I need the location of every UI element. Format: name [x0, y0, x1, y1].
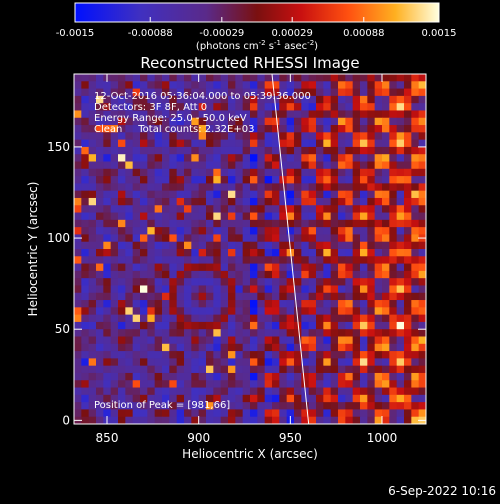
- plot-frame: [73, 73, 427, 425]
- colorbar-tick-label: -0.00088: [128, 28, 173, 39]
- annotation-counts: Clean Total counts: 2.32E+03: [94, 124, 254, 135]
- colorbar-tick-label: 0.0015: [422, 28, 457, 39]
- x-tick-label: 900: [187, 431, 210, 445]
- image-annotations: 12-Oct-2016 05:36:04.000 to 05:39:36.000…: [94, 91, 311, 411]
- colorbar-tick-label: 0.00088: [343, 28, 384, 39]
- y-tick-label: 100: [47, 231, 70, 245]
- annotation-time-range: 12-Oct-2016 05:36:04.000 to 05:39:36.000: [94, 91, 311, 102]
- colorbar-tick-label: -0.0015: [56, 28, 95, 39]
- colorbar-tick-label: 0.00029: [272, 28, 313, 39]
- annotation-energy: Energy Range: 25.0 - 50.0 keV: [94, 113, 247, 124]
- colorbar-frame: [74, 2, 440, 23]
- colorbar-units: (photons cm-2 s-1 asec-2): [196, 39, 318, 52]
- chart-title: Reconstructed RHESSI Image: [140, 54, 359, 72]
- footer-timestamp: 6-Sep-2022 10:16: [388, 484, 496, 498]
- y-tick-label: 50: [55, 322, 70, 336]
- heatmap-image: [74, 74, 426, 424]
- x-tick-label: 950: [279, 431, 302, 445]
- y-tick-label: 150: [47, 140, 70, 154]
- x-tick-label: 1000: [367, 431, 398, 445]
- axis-ticks: 850 900 950 1000 0 50 100 150: [47, 74, 426, 445]
- colorbar-tick-label: -0.00029: [199, 28, 244, 39]
- annotation-peak: Position of Peak = [981,66]: [94, 400, 230, 411]
- solar-limb-line: [271, 74, 310, 424]
- x-axis-label: Heliocentric X (arcsec): [182, 447, 318, 461]
- annotation-detectors: Detectors: 3F 8F, Att 0: [94, 102, 207, 113]
- colorbar-gradient: [75, 3, 439, 22]
- colorbar-ticks: -0.0015 -0.00088 -0.00029 0.00029 0.00088 0.0…: [56, 17, 457, 39]
- y-axis-label: Heliocentric Y (arcsec): [26, 182, 40, 317]
- y-tick-label: 0: [62, 413, 70, 427]
- x-tick-label: 850: [96, 431, 119, 445]
- colorbar: -0.0015 -0.00088 -0.00029 0.00029 0.00088 0.0…: [56, 2, 457, 52]
